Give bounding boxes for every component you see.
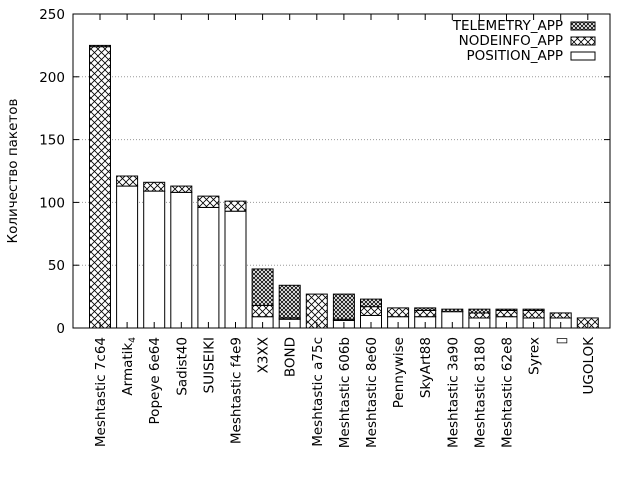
bar-segment-telemetry-app — [468, 308, 491, 314]
bars — [89, 44, 599, 329]
bar-segment-telemetry-app — [441, 308, 464, 313]
y-tick-label: 100 — [39, 195, 65, 211]
x-tick-label: Popeye 6e64 — [147, 337, 163, 424]
x-tick-label: Sadist40 — [174, 337, 190, 396]
x-tick-label: Meshtastic 7c64 — [93, 337, 109, 447]
bar-segment-nodeinfo-app — [495, 309, 518, 318]
bar-segment-telemetry-app — [522, 308, 545, 311]
x-tick-label: Armatik4 — [120, 337, 138, 396]
y-axis: 0 50 100 150 200 250 — [39, 7, 610, 337]
y-tick-label: 50 — [48, 258, 65, 274]
x-axis: Meshtastic 7c64 Armatik4 Popeye 6e64 Sadist… — [93, 14, 597, 448]
legend-label: TELEMETRY_APP — [452, 18, 563, 34]
bar-segment-telemetry-app — [414, 307, 437, 311]
bar-segment-nodeinfo-app — [414, 309, 437, 318]
x-tick-label: SkyArt88 — [418, 337, 434, 398]
bar-segment-position-app — [224, 210, 247, 329]
x-tick-label: ▯ — [554, 337, 570, 344]
grid-lines — [73, 76, 610, 266]
x-tick-label: Pennywise — [391, 337, 407, 408]
x-tick-label: Meshtastic a75c — [310, 337, 326, 447]
legend-swatch — [570, 21, 596, 31]
bar-segment-telemetry-app — [495, 308, 518, 311]
x-tick-label: Meshtastic 8e60 — [364, 337, 380, 448]
bar-segment-nodeinfo-app — [387, 307, 410, 318]
bar-segment-telemetry-app — [278, 284, 301, 319]
bar-segment-position-app — [170, 191, 193, 329]
bar-segment-nodeinfo-app — [116, 175, 139, 187]
x-tick-label: Meshtastic f4e9 — [229, 337, 245, 444]
x-tick-label: UGOLOK — [581, 336, 597, 395]
bar-segment-telemetry-app — [360, 298, 382, 308]
bar-segment-nodeinfo-app — [224, 200, 247, 212]
y-tick-label: 150 — [39, 133, 65, 149]
y-tick-label: 0 — [56, 321, 65, 337]
bar-segment-telemetry-app — [89, 44, 111, 48]
bar-segment-nodeinfo-app — [89, 46, 111, 329]
y-tick-label: 250 — [39, 7, 65, 23]
y-axis-label: Количество пакетов — [5, 98, 21, 243]
bar-segment-nodeinfo-app — [197, 195, 220, 208]
y-tick-label: 200 — [39, 70, 65, 86]
bar-segment-position-app — [116, 185, 139, 329]
x-tick-label: Syrex — [527, 337, 543, 375]
x-tick-label: Meshtastic 62e8 — [500, 337, 516, 448]
legend-label: NODEINFO_APP — [459, 33, 563, 49]
bar-segment-nodeinfo-app — [360, 306, 382, 316]
bar-segment-nodeinfo-app — [143, 181, 166, 192]
bar-segment-position-app — [143, 190, 166, 329]
bar-segment-position-app — [197, 206, 220, 329]
x-tick-label: BOND — [283, 337, 299, 377]
legend-swatch — [570, 51, 596, 61]
bar-segment-nodeinfo-app — [549, 312, 572, 319]
x-tick-label: Meshtastic 8180 — [472, 337, 488, 448]
legend-swatch — [570, 36, 596, 46]
legend-label: POSITION_APP — [466, 48, 563, 64]
bar-segment-nodeinfo-app — [522, 309, 545, 319]
bar-segment-nodeinfo-app — [251, 304, 274, 318]
bar-segment-telemetry-app — [251, 268, 274, 306]
x-tick-label: Meshtastic 3a90 — [445, 337, 461, 448]
plot-frame — [72, 13, 611, 329]
x-tick-label: SUISEIKI — [201, 337, 217, 393]
bar-segment-nodeinfo-app — [170, 185, 193, 193]
bar-segment-nodeinfo-app — [468, 312, 491, 319]
x-tick-label: X3XX — [256, 337, 272, 373]
x-tick-label: Meshtastic 606b — [337, 337, 353, 448]
bar-segment-telemetry-app — [332, 293, 355, 320]
